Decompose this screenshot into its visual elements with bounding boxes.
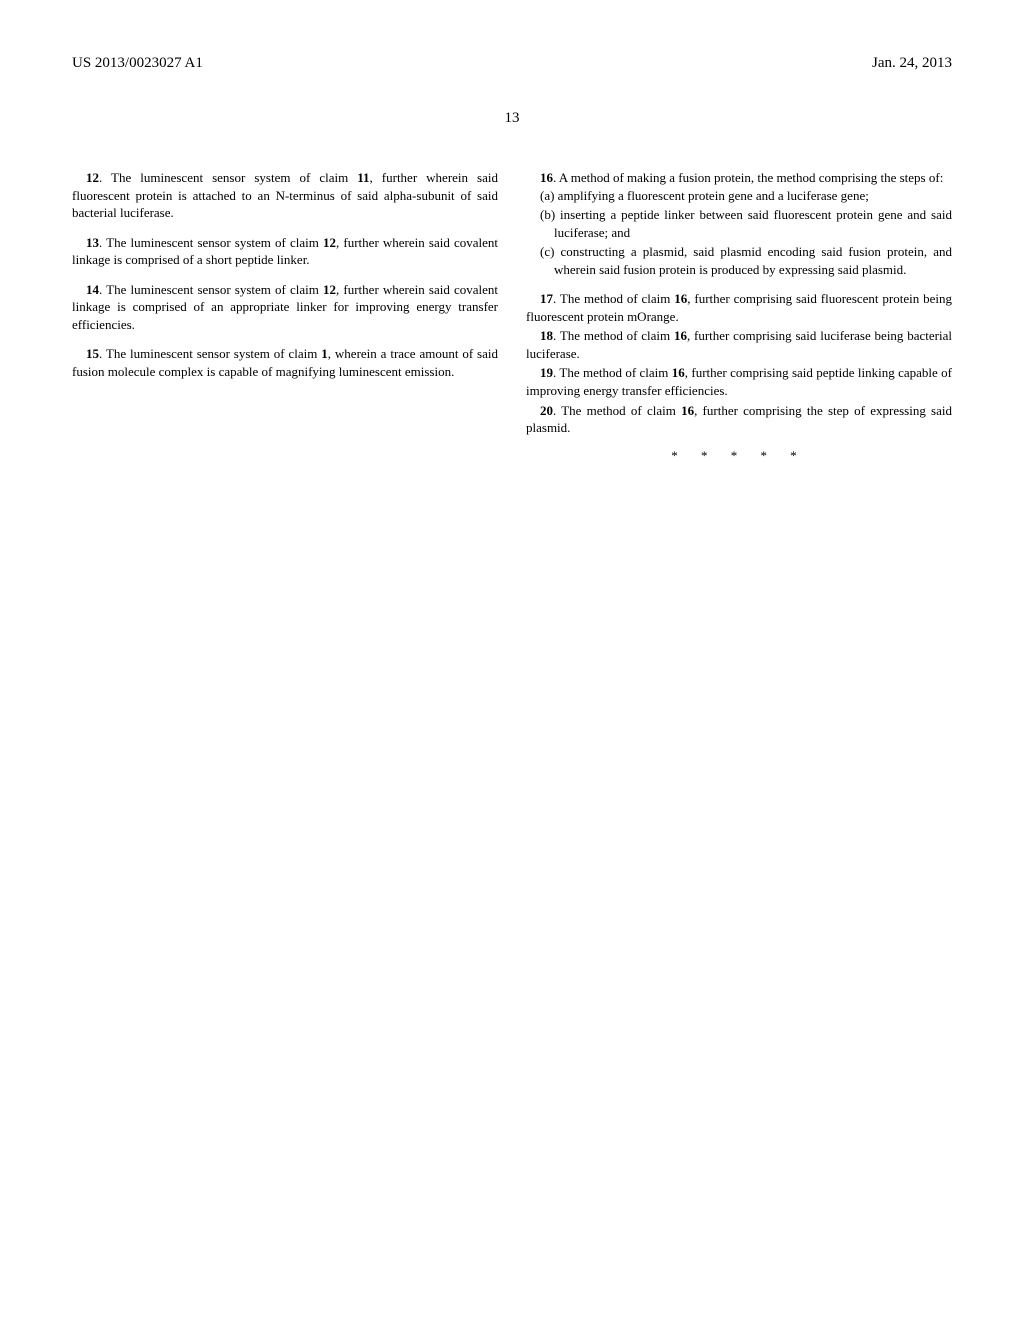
claim-16: 16. A method of making a fusion protein,… [526,169,952,278]
claim-number: 18 [540,328,553,343]
claim-number: 13 [86,235,99,250]
claim-text-before: . The method of claim [553,365,672,380]
claim-text: 16. A method of making a fusion protein,… [526,169,952,187]
page-number: 13 [72,110,952,127]
claim-13: 13. The luminescent sensor system of cla… [72,234,498,269]
claim-text: 12. The luminescent sensor system of cla… [72,169,498,222]
claim-text-before: . The luminescent sensor system of claim [99,235,323,250]
claim-number: 19 [540,365,553,380]
claim-sub-a: (a) amplifying a fluorescent protein gen… [526,187,952,205]
claim-ref: 11 [357,170,369,185]
claim-ref: 12 [323,282,336,297]
claim-17: 17. The method of claim 16, further comp… [526,290,952,325]
claim-number: 20 [540,403,553,418]
claim-15: 15. The luminescent sensor system of cla… [72,345,498,380]
claim-sub-b: (b) inserting a peptide linker between s… [526,206,952,241]
claim-number: 15 [86,346,99,361]
claim-number: 14 [86,282,99,297]
publication-date: Jan. 24, 2013 [872,55,952,72]
claim-sub-c: (c) constructing a plasmid, said plasmid… [526,243,952,278]
claim-text: 15. The luminescent sensor system of cla… [72,345,498,380]
claim-text-before: . The luminescent sensor system of claim [99,346,321,361]
claim-number: 16 [540,170,553,185]
claim-text-main: . A method of making a fusion protein, t… [553,170,943,185]
claim-text-before: . The method of claim [553,291,674,306]
claim-18: 18. The method of claim 16, further comp… [526,327,952,362]
claim-number: 12 [86,170,99,185]
claim-ref: 16 [681,403,694,418]
claim-ref: 12 [323,235,336,250]
claim-number: 17 [540,291,553,306]
claim-ref: 16 [674,291,687,306]
end-marks: * * * * * [526,447,952,465]
claim-text: 18. The method of claim 16, further comp… [526,327,952,362]
claim-text-before: . The luminescent sensor system of claim [99,282,323,297]
claim-19: 19. The method of claim 16, further comp… [526,364,952,399]
claim-text-before: . The method of claim [553,403,681,418]
claim-ref: 16 [674,328,687,343]
claim-20: 20. The method of claim 16, further comp… [526,402,952,437]
page-header: US 2013/0023027 A1 Jan. 24, 2013 [72,55,952,72]
claim-14: 14. The luminescent sensor system of cla… [72,281,498,334]
claims-content: 12. The luminescent sensor system of cla… [72,169,952,464]
claim-text: 13. The luminescent sensor system of cla… [72,234,498,269]
claim-text-before: . The method of claim [553,328,674,343]
claim-text: 17. The method of claim 16, further comp… [526,290,952,325]
claim-text: 20. The method of claim 16, further comp… [526,402,952,437]
claim-ref: 16 [672,365,685,380]
claim-text-before: . The luminescent sensor system of claim [99,170,357,185]
claim-12: 12. The luminescent sensor system of cla… [72,169,498,222]
claim-text: 19. The method of claim 16, further comp… [526,364,952,399]
publication-number: US 2013/0023027 A1 [72,55,203,72]
claim-text: 14. The luminescent sensor system of cla… [72,281,498,334]
